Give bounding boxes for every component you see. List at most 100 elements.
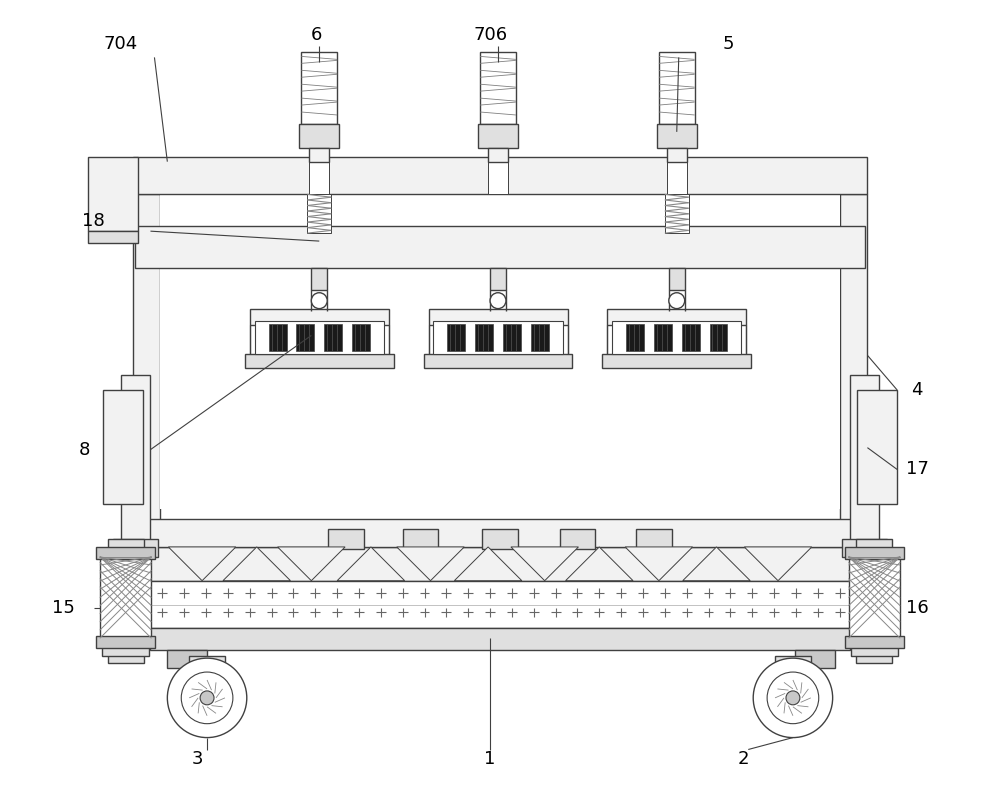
- Polygon shape: [511, 547, 578, 581]
- Bar: [710, 323, 727, 352]
- Bar: [324, 323, 342, 352]
- Bar: [113, 539, 158, 557]
- Text: 4: 4: [911, 381, 923, 399]
- Bar: [669, 268, 685, 290]
- Bar: [424, 354, 572, 368]
- Circle shape: [490, 293, 506, 309]
- Bar: [307, 194, 331, 233]
- Bar: [488, 162, 508, 194]
- Polygon shape: [397, 547, 464, 581]
- Bar: [478, 124, 518, 148]
- Bar: [842, 539, 887, 557]
- Bar: [560, 529, 595, 549]
- Bar: [482, 529, 518, 549]
- Bar: [667, 148, 687, 162]
- Text: 1: 1: [484, 751, 496, 768]
- Bar: [189, 656, 225, 676]
- Bar: [100, 557, 151, 638]
- Bar: [851, 638, 898, 656]
- Circle shape: [753, 658, 833, 737]
- Circle shape: [669, 293, 685, 309]
- Bar: [352, 323, 370, 352]
- Bar: [795, 650, 835, 668]
- Bar: [88, 157, 138, 231]
- Bar: [682, 323, 700, 352]
- Bar: [133, 194, 160, 544]
- Text: 18: 18: [82, 212, 104, 230]
- Polygon shape: [566, 547, 633, 581]
- Bar: [667, 162, 687, 194]
- Bar: [96, 547, 155, 559]
- Text: 5: 5: [723, 36, 734, 54]
- Bar: [88, 231, 138, 243]
- Bar: [296, 323, 314, 352]
- Bar: [309, 148, 329, 162]
- Bar: [607, 309, 746, 325]
- Bar: [135, 227, 865, 268]
- Bar: [602, 354, 751, 368]
- Bar: [503, 323, 521, 352]
- Polygon shape: [625, 547, 693, 581]
- Bar: [150, 628, 850, 650]
- Bar: [659, 52, 695, 124]
- Bar: [403, 529, 438, 549]
- Text: 6: 6: [311, 25, 322, 44]
- Bar: [245, 354, 394, 368]
- Bar: [480, 52, 516, 124]
- Bar: [102, 638, 149, 656]
- Circle shape: [167, 658, 247, 737]
- Polygon shape: [337, 547, 405, 581]
- Circle shape: [311, 293, 327, 309]
- Bar: [849, 557, 900, 638]
- Bar: [845, 636, 904, 648]
- Bar: [856, 539, 892, 557]
- Bar: [301, 52, 337, 124]
- Bar: [150, 547, 850, 581]
- Text: 706: 706: [473, 25, 507, 44]
- Bar: [654, 323, 672, 352]
- Bar: [845, 547, 904, 559]
- Text: 15: 15: [52, 600, 75, 618]
- Bar: [850, 375, 879, 544]
- Circle shape: [786, 691, 800, 705]
- Bar: [133, 157, 867, 194]
- Bar: [531, 323, 549, 352]
- Bar: [108, 539, 144, 557]
- Bar: [108, 648, 144, 663]
- Bar: [311, 268, 327, 290]
- Text: 8: 8: [79, 440, 91, 459]
- Bar: [160, 194, 840, 509]
- Bar: [429, 309, 568, 325]
- Bar: [309, 162, 329, 194]
- Text: 704: 704: [104, 36, 138, 54]
- Bar: [447, 323, 465, 352]
- Bar: [150, 581, 850, 628]
- Bar: [665, 194, 689, 233]
- Bar: [626, 323, 644, 352]
- Bar: [299, 124, 339, 148]
- Polygon shape: [454, 547, 522, 581]
- Bar: [250, 309, 389, 325]
- Circle shape: [767, 672, 819, 724]
- Bar: [490, 268, 506, 290]
- Bar: [103, 390, 143, 505]
- Bar: [475, 323, 493, 352]
- Bar: [488, 148, 508, 162]
- Bar: [433, 321, 563, 354]
- Bar: [96, 636, 155, 648]
- Bar: [636, 529, 672, 549]
- Bar: [856, 648, 892, 663]
- Text: 3: 3: [191, 751, 203, 768]
- Bar: [328, 529, 364, 549]
- Bar: [121, 375, 150, 544]
- Polygon shape: [223, 547, 290, 581]
- Text: 16: 16: [906, 600, 928, 618]
- Circle shape: [181, 672, 233, 724]
- Text: 2: 2: [738, 751, 749, 768]
- Bar: [612, 321, 741, 354]
- Text: 17: 17: [906, 460, 928, 478]
- Bar: [857, 390, 897, 505]
- Bar: [167, 650, 207, 668]
- Bar: [255, 321, 384, 354]
- Bar: [657, 124, 697, 148]
